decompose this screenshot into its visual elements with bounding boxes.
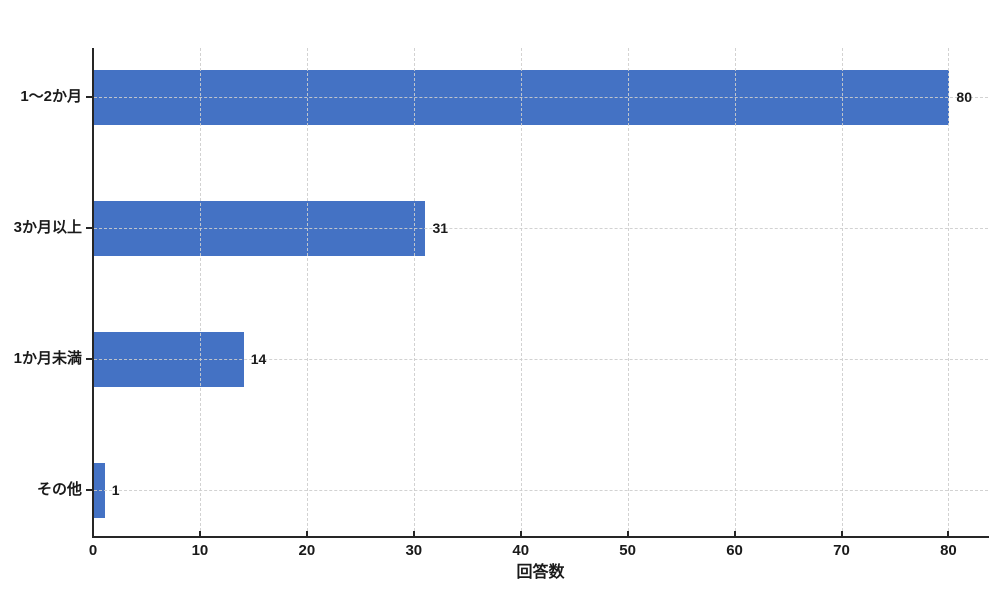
x-axis-spine [92, 536, 989, 538]
category-label: その他 [36, 481, 82, 498]
x-tick-label: 80 [940, 542, 957, 559]
x-tick-label: 30 [405, 542, 423, 559]
y-axis-spine [92, 48, 94, 538]
y-tick-mark [86, 96, 92, 98]
x-tick-label: 70 [833, 542, 850, 559]
y-gridline [94, 97, 988, 98]
x-tick-label: 0 [88, 542, 98, 559]
x-axis-title: 回答数 [516, 564, 565, 581]
x-gridline [520, 48, 522, 536]
y-tick-mark [86, 489, 92, 491]
x-tick-mark [519, 531, 522, 536]
x-tick-mark [947, 531, 950, 536]
value-label: 1 [111, 482, 120, 498]
value-label: 31 [432, 220, 449, 236]
category-label: 3か月以上 [13, 219, 82, 236]
x-tick-mark [626, 531, 629, 536]
x-tick-mark [733, 531, 736, 536]
x-tick-mark [840, 531, 843, 536]
x-tick-label: 50 [619, 542, 636, 559]
value-label: 80 [956, 89, 972, 105]
x-gridline [734, 48, 736, 536]
y-tick-mark [86, 358, 92, 360]
category-label: 1か月未満 [13, 350, 82, 367]
x-tick-label: 40 [512, 542, 530, 559]
x-tick-mark [305, 531, 308, 536]
x-gridline [841, 48, 843, 536]
x-gridline [627, 48, 629, 536]
value-label: 14 [250, 351, 267, 367]
x-tick-label: 10 [191, 542, 209, 559]
x-gridline [948, 48, 950, 536]
x-gridline [413, 48, 415, 536]
x-gridline [199, 48, 201, 536]
x-tick-label: 60 [726, 542, 743, 559]
category-label: 1〜2か月 [20, 88, 82, 105]
y-gridline [94, 228, 988, 229]
x-gridline [306, 48, 308, 536]
x-tick-mark [412, 531, 415, 536]
y-tick-mark [86, 227, 92, 229]
y-gridline [94, 359, 988, 360]
x-tick-mark [92, 531, 94, 536]
x-tick-label: 20 [298, 542, 316, 559]
x-tick-mark [198, 531, 201, 536]
y-gridline [94, 490, 988, 491]
